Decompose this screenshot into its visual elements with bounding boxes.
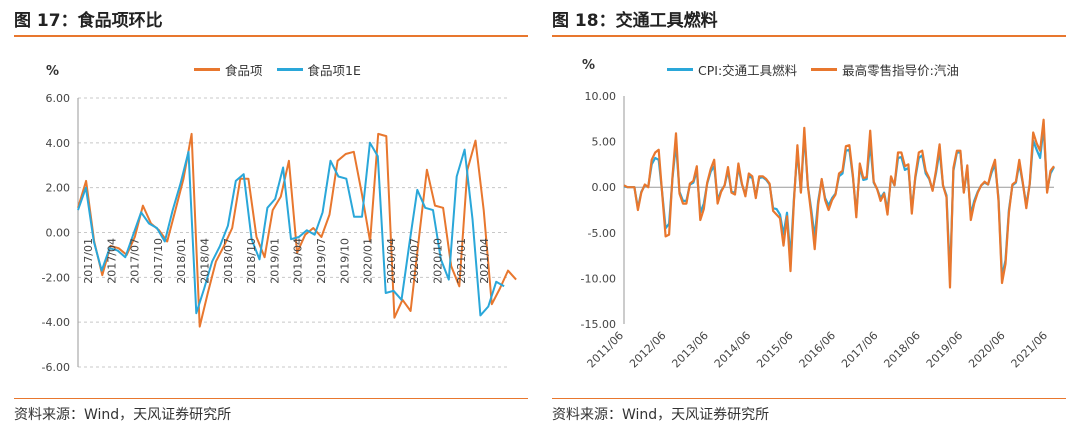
legend-label: CPI:交通工具燃料 xyxy=(698,63,798,78)
figure-title: 图 18：交通工具燃料 xyxy=(552,11,718,31)
x-tick-label: 2019/04 xyxy=(292,238,305,284)
y-tick-label: 5.00 xyxy=(592,136,617,149)
x-tick-label: 2012/06 xyxy=(627,329,669,371)
y-unit-label: % xyxy=(582,58,596,73)
y-tick-label: 0.00 xyxy=(592,181,617,194)
x-tick-label: 2018/04 xyxy=(199,238,212,284)
legend-swatch-blue xyxy=(276,68,303,71)
x-tick-label: 2017/07 xyxy=(129,238,142,284)
source-note: 资料来源：Wind，天风证券研究所 xyxy=(14,407,232,423)
y-tick-label: -6.00 xyxy=(42,361,70,374)
y-tick-label: -10.00 xyxy=(581,272,616,285)
x-tick-label: 2019/07 xyxy=(315,238,328,284)
series-line-b xyxy=(623,118,1055,289)
x-tick-label: 2014/06 xyxy=(712,329,754,371)
x-tick-label: 2020/01 xyxy=(362,238,375,284)
legend-label: 最高零售指导价:汽油 xyxy=(842,63,959,78)
x-tick-label: 2018/07 xyxy=(222,238,235,284)
y-tick-label: 2.00 xyxy=(46,182,71,195)
x-tick-label: 2021/01 xyxy=(455,238,468,284)
x-tick-label: 2017/04 xyxy=(105,238,118,284)
chart-legend: CPI:交通工具燃料 最高零售指导价:汽油 xyxy=(667,60,959,79)
panel-food-mom: 图 17：食品项环比 % 食品项 食品项1E 6.00 4.00 2.00 0.00 -… xyxy=(14,0,534,429)
x-tick-label: 2020/07 xyxy=(408,238,421,284)
y-tick-label: -4.00 xyxy=(42,316,70,329)
x-tick-label: 2017/10 xyxy=(152,238,165,284)
x-tick-label: 2011/06 xyxy=(585,329,627,371)
y-tick-label: 10.00 xyxy=(585,90,617,103)
food-line-chart: 6.00 4.00 2.00 0.00 -2.00 -4.00 -6.00 2017/01 20… xyxy=(42,92,517,374)
legend-swatch-orange xyxy=(194,68,220,71)
series-line-a xyxy=(77,132,517,328)
y-tick-label: 0.00 xyxy=(46,227,71,240)
x-tick-label: 2019/10 xyxy=(338,238,351,284)
legend-swatch-blue xyxy=(667,68,693,71)
x-tick-label: 2020/06 xyxy=(966,329,1008,371)
x-tick-label: 2021/04 xyxy=(478,238,491,284)
y-tick-label: 4.00 xyxy=(46,137,71,150)
legend-item-gasoline-price: 最高零售指导价:汽油 xyxy=(811,60,959,79)
legend-item-food: 食品项 xyxy=(194,60,263,79)
title-rule xyxy=(552,35,1066,37)
x-tick-label: 2018/01 xyxy=(175,238,188,284)
x-tick-label: 2020/10 xyxy=(432,238,445,284)
y-unit-label: % xyxy=(46,64,60,79)
chart-legend: 食品项 食品项1E xyxy=(194,60,361,79)
x-tick-label: 2018/10 xyxy=(245,238,258,284)
bottom-rule xyxy=(552,398,1066,399)
legend-swatch-orange xyxy=(811,68,838,71)
y-tick-label: -5.00 xyxy=(588,227,616,240)
figure-title: 图 17：食品项环比 xyxy=(14,11,163,31)
legend-label: 食品项 xyxy=(225,63,263,78)
x-tick-label: 2013/06 xyxy=(669,329,711,371)
x-tick-label: 2017/06 xyxy=(839,329,881,371)
x-tick-label: 2019/06 xyxy=(924,329,966,371)
y-tick-label: -2.00 xyxy=(42,271,70,284)
x-tick-label: 2021/06 xyxy=(1009,329,1051,371)
x-tick-label: 2019/01 xyxy=(268,238,281,284)
x-tick-label: 2018/06 xyxy=(881,329,923,371)
panel-fuel: 图 18：交通工具燃料 % CPI:交通工具燃料 最高零售指导价:汽油 10.0… xyxy=(552,0,1072,429)
y-tick-label: 6.00 xyxy=(46,92,71,105)
bottom-rule xyxy=(14,398,528,399)
series-line-b xyxy=(77,141,505,317)
x-tick-label: 2017/01 xyxy=(82,238,95,284)
source-note: 资料来源：Wind，天风证券研究所 xyxy=(552,407,770,423)
legend-item-cpi-fuel: CPI:交通工具燃料 xyxy=(667,60,797,79)
series-line-a xyxy=(623,125,1055,278)
legend-label: 食品项1E xyxy=(307,63,361,78)
y-tick-label: -15.00 xyxy=(581,318,616,331)
x-tick-label: 2020/04 xyxy=(385,238,398,284)
title-rule xyxy=(14,35,528,37)
x-tick-label: 2016/06 xyxy=(797,329,839,371)
legend-item-food-1e: 食品项1E xyxy=(276,60,361,79)
x-tick-label: 2015/06 xyxy=(754,329,796,371)
